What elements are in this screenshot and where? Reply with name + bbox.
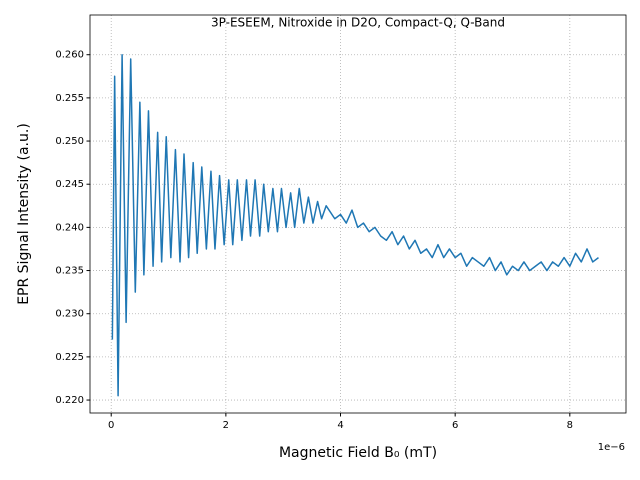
y-axis-label: EPR Signal Intensity (a.u.) bbox=[16, 123, 32, 305]
x-axis-label: Magnetic Field B₀ (mT) bbox=[279, 445, 437, 461]
y-tick-label: 0.230 bbox=[55, 309, 84, 320]
data-line bbox=[111, 53, 599, 397]
y-tick-label: 0.225 bbox=[55, 352, 84, 363]
x-tick-label: 0 bbox=[108, 420, 114, 431]
x-tick-label: 8 bbox=[567, 420, 573, 431]
y-tick-label: 0.255 bbox=[55, 93, 84, 104]
plot-frame bbox=[89, 14, 627, 414]
y-tick-label: 0.240 bbox=[55, 222, 84, 233]
y-tick-label: 0.245 bbox=[55, 179, 84, 190]
y-tick-label: 0.220 bbox=[55, 395, 84, 406]
x-tick-label: 4 bbox=[337, 420, 343, 431]
y-tick-label: 0.250 bbox=[55, 136, 84, 147]
x-tick-label: 6 bbox=[452, 420, 458, 431]
chart-title: 3P-ESEEM, Nitroxide in D2O, Compact-Q, Q… bbox=[211, 16, 505, 30]
x-tick-label: 2 bbox=[223, 420, 229, 431]
y-tick-label: 0.235 bbox=[55, 266, 84, 277]
y-tick-label: 0.260 bbox=[55, 50, 84, 61]
x-offset-label: 1e−6 bbox=[598, 442, 625, 453]
